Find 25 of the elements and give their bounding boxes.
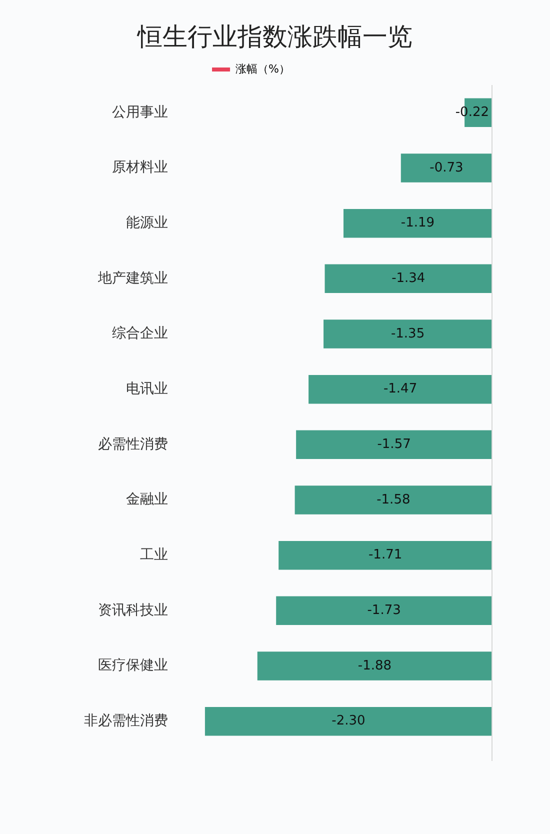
y-tick-label: 综合企业 (112, 326, 168, 342)
y-tick-label: 资讯科技业 (98, 602, 168, 618)
y-tick-label: 金融业 (126, 492, 168, 508)
data-label: -1.58 (376, 492, 410, 508)
y-tick-label: 能源业 (126, 214, 168, 231)
data-label: -1.35 (390, 326, 425, 342)
y-tick-label: 地产建筑业 (97, 270, 168, 286)
y-tick-label: 工业 (140, 546, 168, 563)
y-tick-label: 非必需性消费 (84, 712, 168, 729)
y-tick-label: 医疗保健业 (98, 658, 168, 674)
data-label: -1.47 (383, 382, 418, 397)
data-label: -1.73 (367, 603, 401, 618)
data-label: -1.71 (368, 548, 402, 563)
data-label: -2.30 (332, 714, 366, 729)
y-tick-label: 电讯业 (126, 380, 168, 397)
data-label: -1.34 (392, 271, 426, 286)
text: 涨幅（%） (236, 62, 290, 76)
data-label: -0.73 (430, 160, 464, 176)
data-label: -1.88 (358, 658, 392, 674)
chart-title: 恒生行业指数涨跌幅一览 (136, 21, 414, 53)
y-tick-label: 必需性消费 (98, 436, 168, 452)
y-tick-label: 公用事业 (112, 104, 168, 120)
data-label: -1.57 (377, 437, 411, 452)
y-tick-label: 原材料业 (112, 160, 168, 176)
data-label: -1.19 (400, 216, 435, 231)
